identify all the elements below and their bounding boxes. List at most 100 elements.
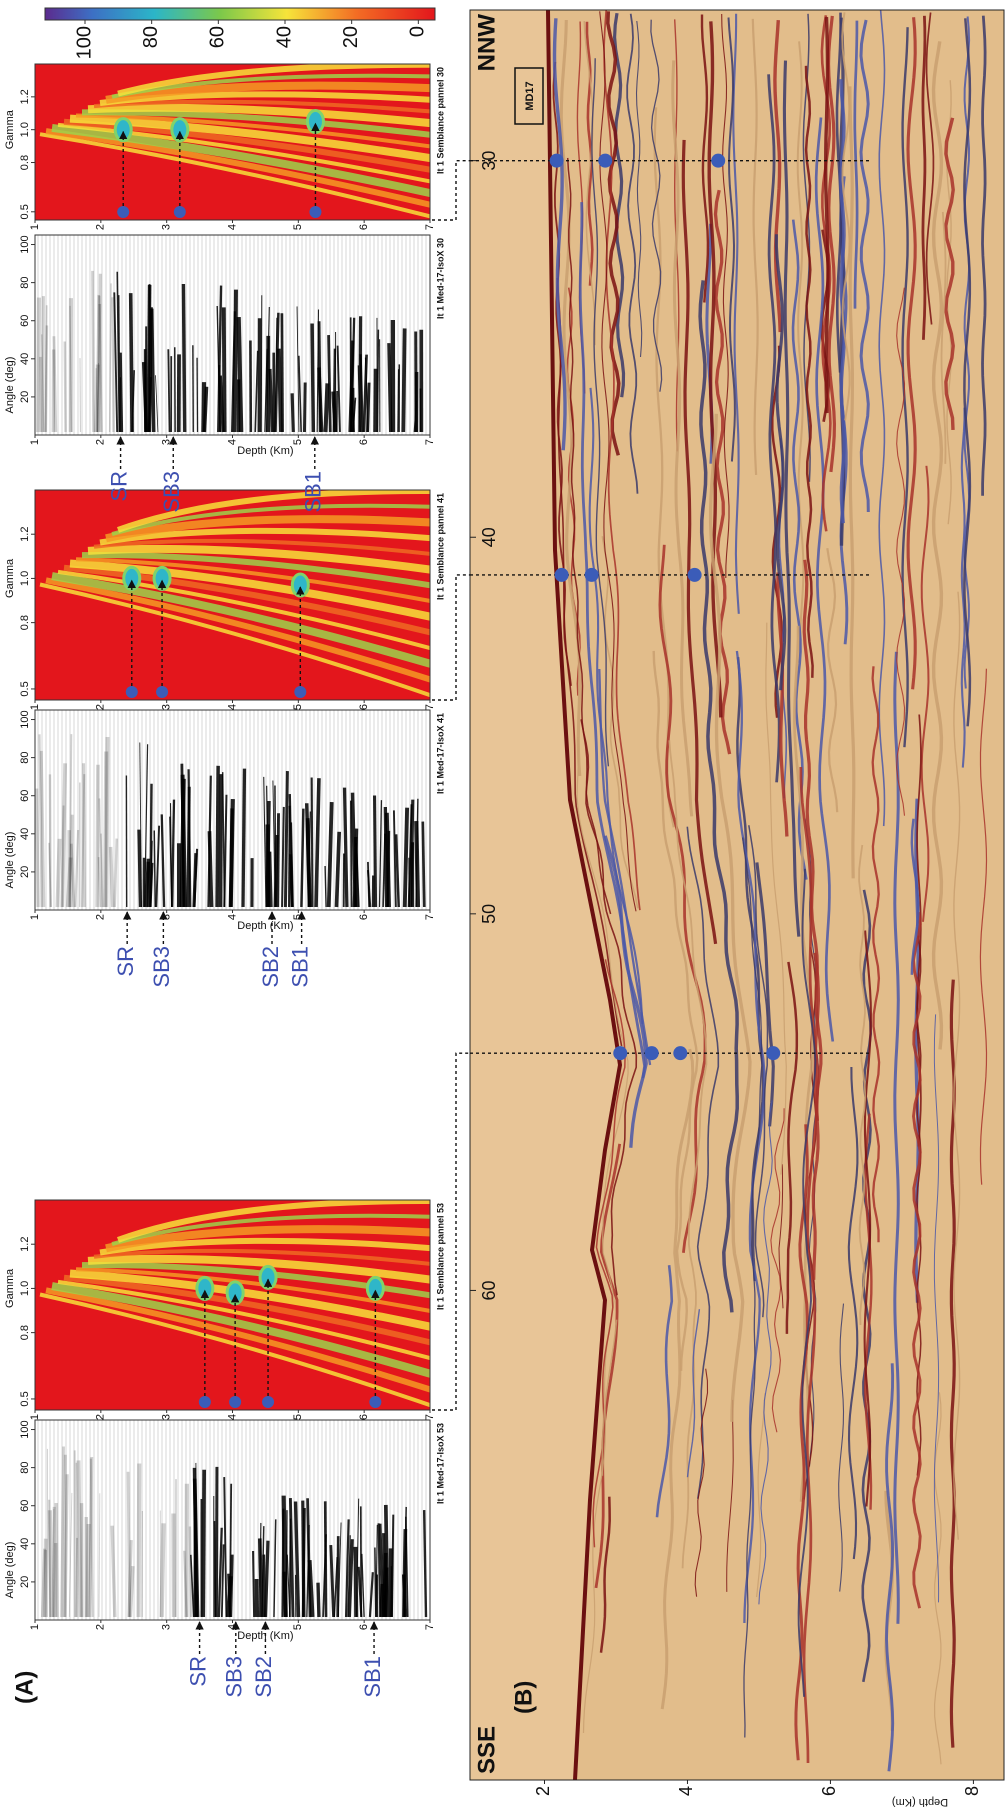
gamma-axis-label: Gamma <box>4 558 16 598</box>
horizon-label: SB3 <box>222 1656 247 1698</box>
horizon-label: SB1 <box>360 1656 385 1698</box>
depth-tick-label: 6 <box>358 704 370 710</box>
gather-event <box>139 1464 140 1617</box>
gather-event <box>368 383 370 432</box>
pick-dot <box>585 568 599 582</box>
depth-tick-label: 7 <box>424 914 436 920</box>
gather-event <box>71 815 72 907</box>
depth-tick-label: 1 <box>29 704 41 710</box>
pick-dot <box>598 154 612 168</box>
gamma-tick-label: 1.2 <box>19 1237 31 1252</box>
gamma-tick-label: 1.0 <box>19 122 31 137</box>
colorbar-tick-label: 20 <box>340 26 362 48</box>
distance-tick-label: 50 <box>479 904 499 924</box>
gamma-tick-label: 0.8 <box>19 615 31 630</box>
gather-event <box>377 330 378 432</box>
angle-axis-label: Angle (deg) <box>4 1542 16 1599</box>
pick-dot <box>550 154 564 168</box>
distance-tick-label: 40 <box>479 527 499 547</box>
gather-event <box>389 343 391 432</box>
horizon-label: SB2 <box>258 946 283 988</box>
angle-tick-label: 80 <box>19 276 31 288</box>
gather-event <box>87 1524 88 1617</box>
depth-tick-label: 2 <box>95 224 107 230</box>
gather-event <box>309 1560 312 1617</box>
gather-event <box>268 824 269 907</box>
gather-event <box>385 807 386 907</box>
gamma-tick-label: 1.2 <box>19 89 31 104</box>
depth-tick-label: 1 <box>29 1414 41 1420</box>
gather-event <box>253 1551 254 1617</box>
gamma-tick-label: 0.5 <box>19 681 31 696</box>
gather-event <box>148 859 149 907</box>
gather-event <box>57 839 59 907</box>
depth-tick-label: 1 <box>29 1624 41 1630</box>
reflector <box>855 21 857 309</box>
pick-dot <box>156 686 168 698</box>
depth-axis-label: Depth (Km) <box>237 445 293 457</box>
semblance-title: It 1 Semblance pannel 30 <box>435 67 445 174</box>
depth-tick-label: 6 <box>358 914 370 920</box>
angle-tick-label: 100 <box>19 710 31 728</box>
depth-tick-label: 3 <box>161 439 173 445</box>
depth-tick-label: 2 <box>95 1624 107 1630</box>
depth-tick-label: 5 <box>292 224 304 230</box>
depth-tick-label: 2 <box>95 914 107 920</box>
gather-event <box>312 323 313 432</box>
gather-event <box>405 808 407 907</box>
colorbar-tick-label: 0 <box>407 26 429 37</box>
angle-tick-label: 100 <box>19 235 31 253</box>
gather-title: It 1 Med-17-IsoX 30 <box>435 238 445 319</box>
landscape-figure: 605040302468Depth (Km)(B)SSENNWMD17(A)20… <box>4 8 1004 1808</box>
horizon-label: SB3 <box>149 946 174 988</box>
gather-event <box>45 1539 46 1617</box>
depth-tick-label: 7 <box>424 1624 436 1630</box>
gather-event <box>416 821 418 907</box>
gather-event <box>270 369 272 432</box>
semblance-title: It 1 Semblance pannel 53 <box>435 1203 445 1310</box>
gamma-tick-label: 1.0 <box>19 571 31 586</box>
angle-tick-label: 80 <box>19 1461 31 1473</box>
gather-event <box>40 357 41 432</box>
depth-tick-label: 4 <box>226 224 238 230</box>
angle-tick-label: 20 <box>19 391 31 403</box>
colorbar <box>45 8 435 20</box>
pick-dot <box>117 206 129 218</box>
gather-event <box>139 830 141 907</box>
gather-event <box>423 822 424 907</box>
pick-dot <box>262 1396 274 1408</box>
depth-tick-label: 2 <box>533 1786 553 1796</box>
depth-tick-label: 7 <box>424 704 436 710</box>
gather-event <box>230 1484 231 1617</box>
gather-event <box>381 1584 382 1617</box>
horizon-label: SB1 <box>287 946 312 988</box>
depth-tick-label: 1 <box>29 224 41 230</box>
gather-event <box>97 765 98 907</box>
gather-event <box>243 769 244 907</box>
gather-event <box>325 1501 326 1617</box>
gather-event <box>168 349 169 432</box>
semblance-peak <box>307 110 323 132</box>
angle-tick-label: 40 <box>19 828 31 840</box>
gather-event <box>190 1526 191 1617</box>
semblance-peak <box>197 1277 213 1299</box>
depth-tick-label: 4 <box>226 1414 238 1420</box>
distance-tick-label: 60 <box>479 1280 499 1300</box>
gamma-axis-label: Gamma <box>4 109 16 149</box>
gather-event <box>100 274 101 432</box>
depth-tick-label: 3 <box>161 1624 173 1630</box>
gather-event <box>275 835 277 907</box>
gather-event <box>284 1496 286 1617</box>
gamma-tick-label: 0.5 <box>19 204 31 219</box>
gather-event <box>65 1474 67 1617</box>
colorbar-tick-label: 80 <box>140 26 162 48</box>
semblance-peak <box>154 567 170 589</box>
angle-axis-label: Angle (deg) <box>4 357 16 414</box>
gather-event <box>112 297 113 432</box>
gather-event <box>292 393 293 432</box>
gather-event <box>403 328 404 432</box>
gather-event <box>264 1555 265 1617</box>
gather-event <box>375 795 376 907</box>
gather-event <box>84 763 85 907</box>
depth-tick-label: 4 <box>676 1786 696 1796</box>
